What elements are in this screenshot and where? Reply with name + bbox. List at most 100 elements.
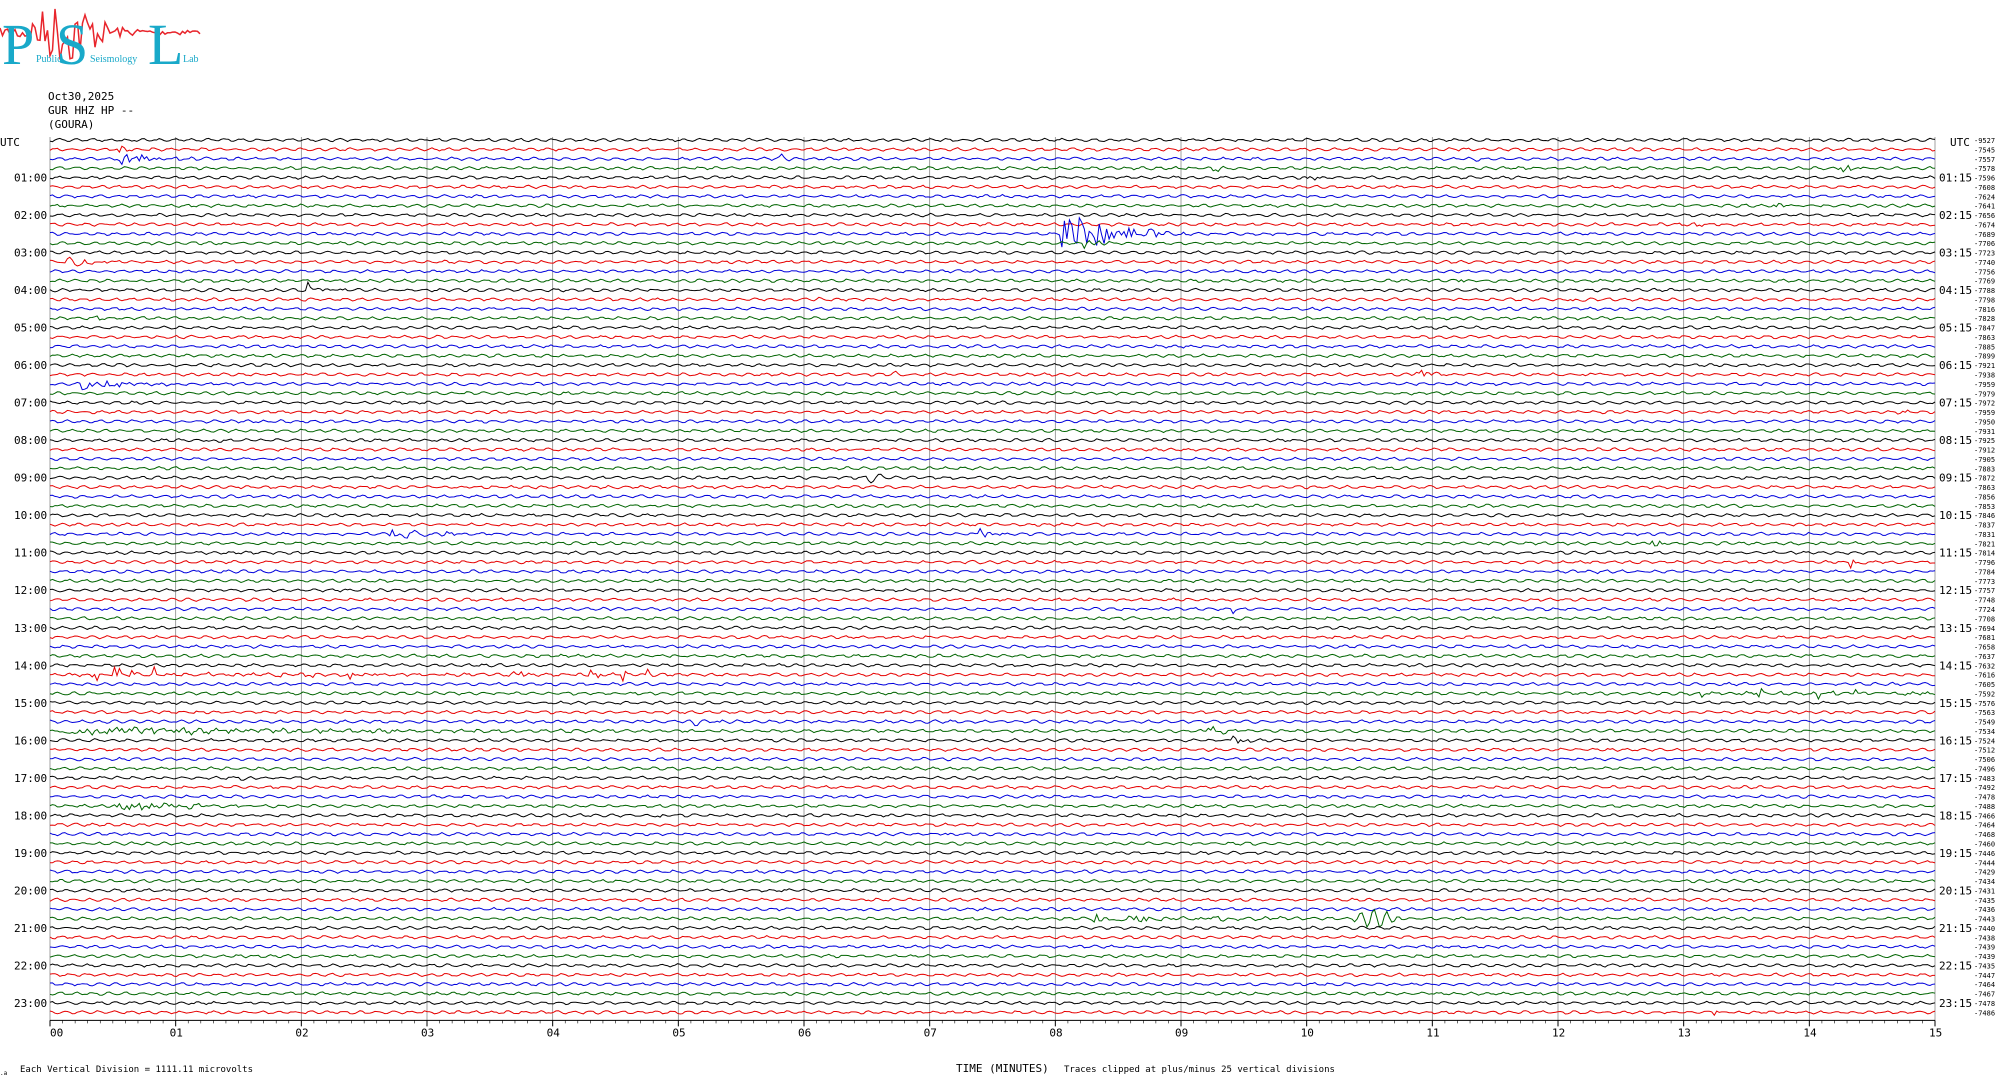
left-hour-label: 15:00 [14,697,47,710]
seismic-trace [49,735,1936,745]
seismic-trace [49,653,1936,659]
trace-offset-label: -7436 [1974,906,1995,914]
x-tick-label: 00 [50,1026,63,1039]
right-hour-label: 07:15 [1939,397,1972,410]
trace-offset-label: -7524 [1974,737,1995,745]
trace-offset-label: -7637 [1974,653,1995,661]
seismic-trace [50,841,1936,846]
trace-offset-label: -7828 [1974,315,1995,323]
seismic-trace [49,222,1936,227]
seismic-trace [49,437,1936,443]
trace-offset-label: -7512 [1974,747,1995,755]
x-tick-label: 05 [672,1026,685,1039]
trace-offset-label: -7905 [1974,456,1995,464]
seismic-trace [49,175,1936,181]
trace-offset-labels: -9527-7545 -7557-7578 -7596-7608-7624 -7641… [1974,137,1995,1017]
right-hour-label: 09:15 [1939,472,1972,485]
trace-offset-label: -7689 [1974,231,1995,239]
seismic-trace [49,269,1936,274]
seismic-trace [50,747,1936,752]
seismic-trace [49,775,1936,781]
seismic-trace [49,306,1936,312]
seismic-trace [49,369,1936,378]
logo-letter-l: L [148,12,183,77]
trace-offset-label: -7853 [1974,503,1995,511]
seismic-trace [49,296,1936,302]
right-hour-label: 22:15 [1939,959,1972,972]
seismic-traces [49,137,1936,1017]
trace-offset-label: -7798 [1974,296,1995,304]
trace-offset-label: -7656 [1974,212,1995,220]
seismic-trace [49,447,1936,452]
left-hour-label: 06:00 [14,359,47,372]
left-hour-label: 05:00 [14,322,47,335]
left-hour-label: 17:00 [14,772,47,785]
seismic-trace [49,494,1936,499]
x-tick-label: 08 [1049,1026,1062,1039]
right-hour-labels: 01:15 02:15 03:15 04:15 05:15 06:15 07:15 08:15… [1939,172,1972,1010]
seismic-trace [49,925,1936,931]
seismic-trace [49,315,1936,321]
corner-mark: .a [0,1070,8,1077]
right-hour-label: 01:15 [1939,172,1972,185]
trace-offset-label: -7674 [1974,221,1995,229]
trace-offset-label: -7446 [1974,850,1995,858]
logo-word-seismology: Seismology [90,54,137,65]
seismic-trace [49,256,1936,267]
station-channel: GUR HHZ HP -- [48,104,134,117]
trace-offset-label: -7592 [1974,690,1995,698]
seismic-trace [49,466,1936,471]
trace-offset-label: -7959 [1974,409,1995,417]
right-hour-label: 14:15 [1939,659,1972,672]
seismic-trace [49,419,1936,424]
right-hour-label: 06:15 [1939,359,1972,372]
trace-offset-label: -7596 [1974,175,1995,183]
trace-offset-label: -7846 [1974,512,1995,520]
record-date: Oct30,2025 [48,90,114,103]
trace-offset-label: -7931 [1974,428,1995,436]
seismic-trace [49,897,1936,903]
trace-offset-label: -7468 [1974,831,1995,839]
right-hour-label: 19:15 [1939,847,1972,860]
trace-offset-label: -7979 [1974,390,1995,398]
seismic-trace [49,700,1936,706]
right-utc-title: UTC [1950,136,1970,149]
x-tick-label: 11 [1426,1026,1439,1039]
trace-offset-label: -7506 [1974,756,1995,764]
trace-offset-label: -7925 [1974,437,1995,445]
trace-offset-label: -7439 [1974,953,1995,961]
trace-offset-label: -7756 [1974,268,1995,276]
seismic-trace [49,991,1936,996]
right-hour-label: 04:15 [1939,284,1972,297]
trace-offset-label: -7438 [1974,934,1995,942]
trace-offset-label: -7938 [1974,372,1995,380]
left-hour-label: 02:00 [14,209,47,222]
left-hour-label: 07:00 [14,397,47,410]
seismic-trace [49,888,1936,893]
seismic-trace [49,625,1935,631]
x-tick-label: 01 [170,1026,183,1039]
trace-offset-label: -7492 [1974,784,1995,792]
x-tick-label: 10 [1301,1026,1314,1039]
seismic-trace [49,681,1936,687]
seismic-trace [49,766,1936,771]
trace-offset-label: -7863 [1974,334,1995,342]
trace-offset-label: -7578 [1974,165,1995,173]
trace-offset-label: -7921 [1974,362,1995,370]
trace-offset-label: -7608 [1974,184,1995,192]
x-tick-label: 12 [1552,1026,1565,1039]
right-hour-label: 20:15 [1939,884,1972,897]
left-hour-label: 20:00 [14,884,47,897]
seismic-trace [49,644,1936,649]
seismic-trace [49,145,1936,154]
seismic-trace [49,831,1936,837]
seismic-trace [49,503,1936,509]
seismic-trace [49,250,1936,255]
right-hour-label: 08:15 [1939,434,1972,447]
seismic-trace [49,963,1936,968]
seismic-trace [49,325,1936,330]
seismic-trace [49,981,1936,987]
right-hour-label: 23:15 [1939,997,1972,1010]
left-hour-label: 14:00 [14,659,47,672]
trace-offset-label: -7431 [1974,887,1995,895]
